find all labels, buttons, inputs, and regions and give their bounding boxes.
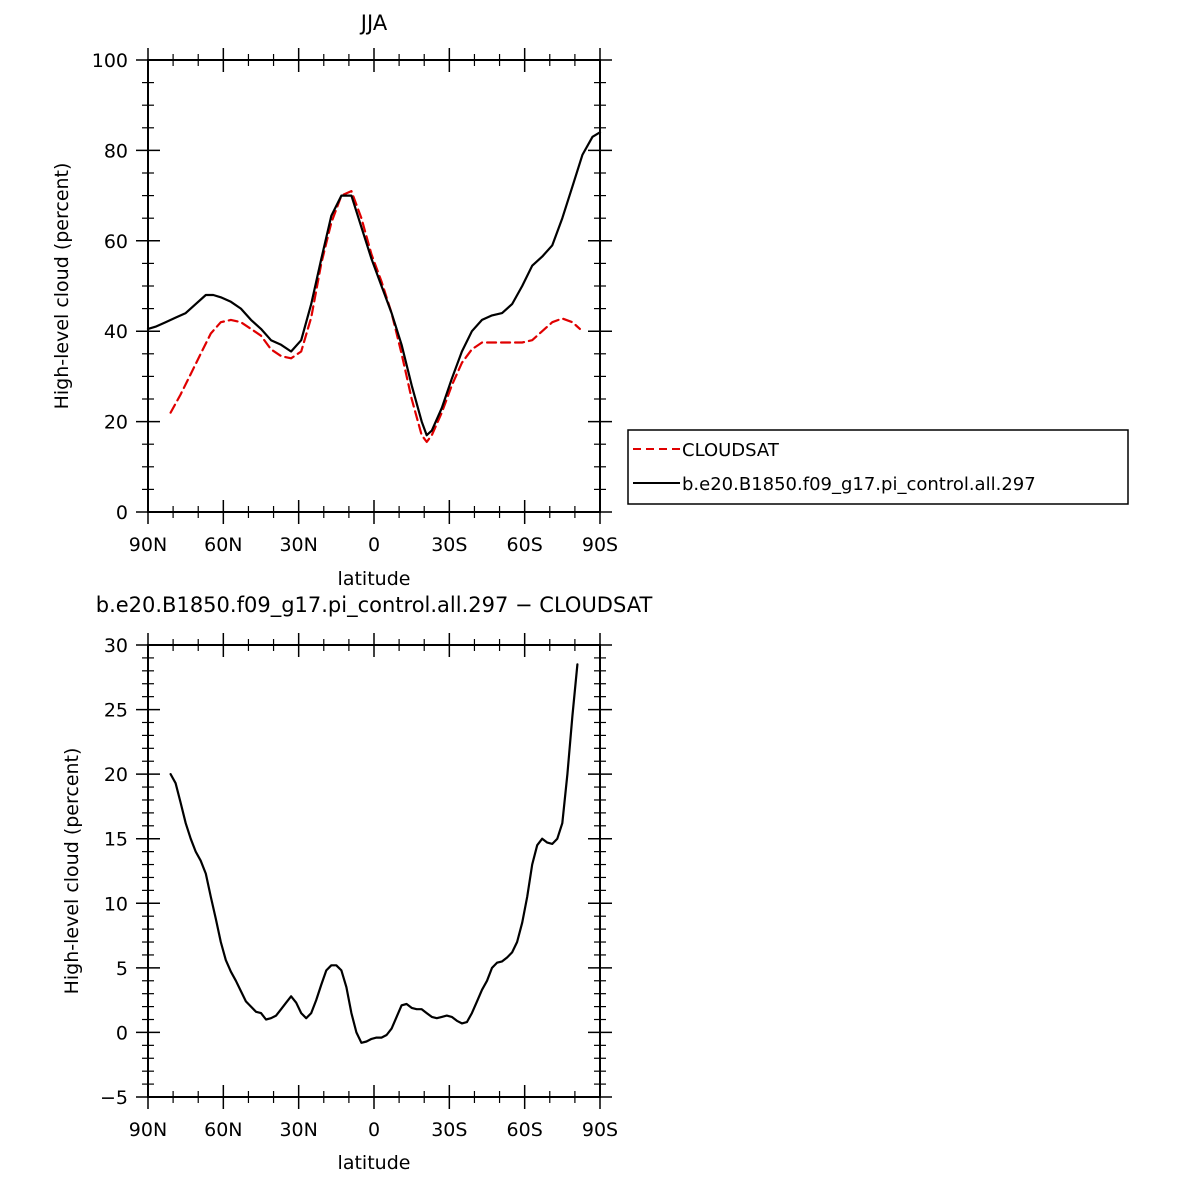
panel-1-title: JJA — [359, 11, 388, 35]
y-tick-label: 60 — [104, 231, 128, 253]
legend-box — [627, 429, 1129, 505]
x-tick-label: 90S — [582, 534, 618, 556]
panel-1-x-axis-label: latitude — [338, 568, 411, 590]
y-tick-label: 0 — [116, 1022, 128, 1044]
x-tick-label: 0 — [368, 534, 380, 556]
x-tick-label: 60N — [204, 534, 242, 556]
panel-1: JJA 90N 60N 30N 0 30S 60S 90S 0 20 40 60 80 100 lati… — [51, 11, 1129, 590]
y-tick-label: 20 — [104, 412, 128, 434]
x-tick-label: 60N — [204, 1119, 242, 1141]
panel-2-x-axis-label: latitude — [338, 1152, 411, 1174]
series-line-1 — [169, 190, 582, 443]
panel-1-plot-frame — [147, 59, 601, 513]
panel-2: b.e20.B1850.f09_g17.pi_control.all.297 −… — [61, 593, 652, 1174]
x-tick-label: 60S — [507, 1119, 543, 1141]
y-tick-label: 5 — [116, 958, 128, 980]
series-line-2 — [146, 131, 602, 437]
x-tick-label: 60S — [507, 534, 543, 556]
y-tick-label: 0 — [116, 502, 128, 524]
panel-1-ticks: 90N 60N 30N 0 30S 60S 90S 0 20 40 60 80 100 — [92, 48, 618, 556]
panel-1-series — [146, 131, 602, 443]
x-tick-label: 30S — [431, 1119, 467, 1141]
y-tick-label: 15 — [104, 829, 128, 851]
panel-2-series — [169, 663, 579, 1044]
panel-1-y-axis-label: High-level cloud (percent) — [51, 163, 73, 410]
y-tick-label: 40 — [104, 321, 128, 343]
y-tick-label: 100 — [92, 50, 128, 72]
legend: CLOUDSAT b.e20.B1850.f09_g17.pi_control.… — [627, 429, 1129, 505]
x-tick-label: 30S — [431, 534, 467, 556]
panel-2-title: b.e20.B1850.f09_g17.pi_control.all.297 −… — [96, 593, 653, 618]
x-tick-label: 90N — [129, 534, 167, 556]
y-tick-label: 80 — [104, 140, 128, 162]
x-tick-label: 90S — [582, 1119, 618, 1141]
legend-label-cloudsat: CLOUDSAT — [682, 440, 780, 461]
y-tick-label: 30 — [104, 635, 128, 657]
x-tick-label: 0 — [368, 1119, 380, 1141]
legend-label-model: b.e20.B1850.f09_g17.pi_control.all.297 — [682, 474, 1036, 495]
y-tick-label: 20 — [104, 764, 128, 786]
x-tick-label: 90N — [129, 1119, 167, 1141]
y-tick-label: −5 — [100, 1087, 128, 1109]
x-tick-label: 30N — [279, 1119, 317, 1141]
series-line-1 — [169, 663, 579, 1044]
panel-2-ticks: 90N 60N 30N 0 30S 60S 90S −5 0 5 10 15 20 25 30 — [100, 633, 618, 1141]
x-tick-label: 30N — [279, 534, 317, 556]
y-tick-label: 25 — [104, 700, 128, 722]
panel-2-y-axis-label: High-level cloud (percent) — [61, 748, 83, 995]
y-tick-label: 10 — [104, 893, 128, 915]
